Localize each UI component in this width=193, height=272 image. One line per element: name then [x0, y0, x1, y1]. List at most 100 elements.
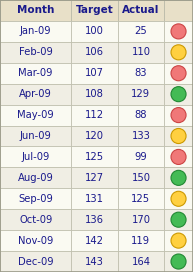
Ellipse shape [171, 128, 186, 144]
Bar [0, 21, 71, 42]
Text: Actual: Actual [122, 5, 160, 16]
Bar [0, 126, 71, 146]
Bar [71, 146, 118, 167]
Text: 136: 136 [85, 215, 104, 225]
Bar [0, 230, 71, 251]
Text: 133: 133 [131, 131, 150, 141]
Bar [71, 42, 118, 63]
Bar [0, 188, 71, 209]
Bar [164, 42, 193, 63]
Bar [118, 230, 164, 251]
Bar [0, 105, 71, 126]
Ellipse shape [171, 212, 186, 227]
Bar [118, 209, 164, 230]
Bar [118, 167, 164, 188]
Ellipse shape [171, 107, 186, 123]
Text: 120: 120 [85, 131, 104, 141]
Bar [164, 126, 193, 146]
Bar [71, 167, 118, 188]
Ellipse shape [171, 45, 186, 60]
Text: 108: 108 [85, 89, 104, 99]
Text: 119: 119 [131, 236, 151, 246]
Bar [0, 167, 71, 188]
Bar [118, 84, 164, 105]
Bar [71, 188, 118, 209]
Text: Sep-09: Sep-09 [18, 194, 53, 204]
Text: 125: 125 [85, 152, 104, 162]
Bar [118, 63, 164, 84]
Text: 127: 127 [85, 173, 104, 183]
Text: Oct-09: Oct-09 [19, 215, 52, 225]
Text: 99: 99 [135, 152, 147, 162]
Bar [71, 21, 118, 42]
Bar [164, 167, 193, 188]
Ellipse shape [171, 149, 186, 165]
Text: Jan-09: Jan-09 [20, 26, 52, 36]
Text: 88: 88 [135, 110, 147, 120]
Text: 112: 112 [85, 110, 104, 120]
Bar [71, 0, 118, 21]
Ellipse shape [171, 66, 186, 81]
Bar [71, 251, 118, 272]
Text: May-09: May-09 [17, 110, 54, 120]
Bar [118, 146, 164, 167]
Text: 150: 150 [131, 173, 150, 183]
Bar [0, 0, 193, 21]
Bar [118, 105, 164, 126]
Bar [118, 251, 164, 272]
Bar [164, 105, 193, 126]
Text: Target: Target [76, 5, 113, 16]
Text: 125: 125 [131, 194, 151, 204]
Text: 110: 110 [131, 47, 150, 57]
Text: 142: 142 [85, 236, 104, 246]
Bar [164, 146, 193, 167]
Bar [0, 209, 71, 230]
Bar [118, 42, 164, 63]
Text: Month: Month [17, 5, 54, 16]
Bar [0, 63, 71, 84]
Text: 83: 83 [135, 68, 147, 78]
Text: Mar-09: Mar-09 [19, 68, 53, 78]
Bar [118, 126, 164, 146]
Text: Dec-09: Dec-09 [18, 256, 53, 267]
Ellipse shape [171, 254, 186, 269]
Text: 100: 100 [85, 26, 104, 36]
Bar [71, 105, 118, 126]
Text: 129: 129 [131, 89, 151, 99]
Bar [164, 21, 193, 42]
Bar [0, 146, 71, 167]
Bar [71, 230, 118, 251]
Text: 170: 170 [131, 215, 150, 225]
Bar [164, 251, 193, 272]
Ellipse shape [171, 170, 186, 186]
Text: 107: 107 [85, 68, 104, 78]
Text: Nov-09: Nov-09 [18, 236, 53, 246]
Text: Aug-09: Aug-09 [18, 173, 54, 183]
Text: 164: 164 [131, 256, 150, 267]
Bar [164, 230, 193, 251]
Bar [164, 188, 193, 209]
Text: 143: 143 [85, 256, 104, 267]
Bar [118, 21, 164, 42]
Text: 25: 25 [135, 26, 147, 36]
Text: Feb-09: Feb-09 [19, 47, 53, 57]
Bar [164, 0, 193, 21]
Ellipse shape [171, 191, 186, 206]
Bar [118, 0, 164, 21]
Text: Jul-09: Jul-09 [21, 152, 50, 162]
Bar [0, 42, 71, 63]
Bar [0, 0, 71, 21]
Bar [71, 63, 118, 84]
Bar [71, 209, 118, 230]
Bar [164, 209, 193, 230]
Bar [118, 188, 164, 209]
Text: Apr-09: Apr-09 [19, 89, 52, 99]
Bar [164, 63, 193, 84]
Bar [71, 84, 118, 105]
Text: 106: 106 [85, 47, 104, 57]
Text: 131: 131 [85, 194, 104, 204]
Text: Jun-09: Jun-09 [20, 131, 52, 141]
Bar [71, 126, 118, 146]
Bar [0, 84, 71, 105]
Ellipse shape [171, 233, 186, 248]
